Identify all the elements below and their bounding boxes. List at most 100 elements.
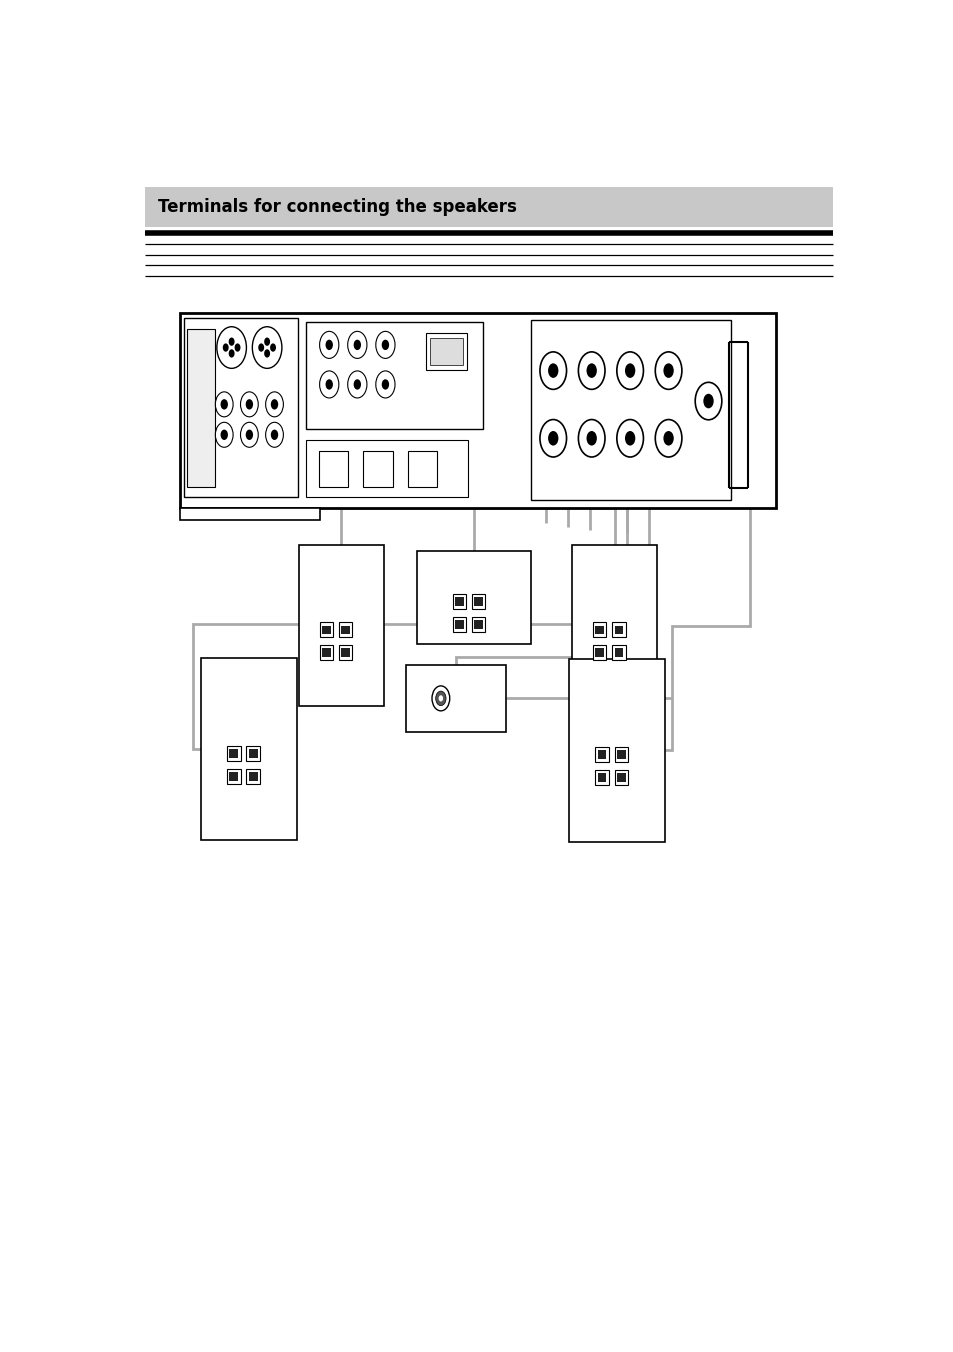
Circle shape: [265, 392, 283, 416]
Circle shape: [436, 691, 446, 706]
Bar: [321, 626, 331, 634]
Bar: [612, 645, 625, 660]
Bar: [595, 626, 603, 634]
Bar: [572, 545, 657, 706]
Circle shape: [270, 343, 275, 352]
Circle shape: [695, 383, 721, 419]
Circle shape: [265, 422, 283, 448]
Bar: [472, 595, 485, 608]
Bar: [338, 645, 352, 660]
Bar: [298, 545, 383, 706]
Bar: [180, 314, 775, 508]
Bar: [319, 622, 333, 637]
Circle shape: [624, 364, 635, 379]
Circle shape: [547, 431, 558, 446]
Bar: [246, 769, 259, 784]
Bar: [341, 649, 350, 657]
Bar: [407, 450, 436, 487]
Text: Terminals for connecting the speakers: Terminals for connecting the speakers: [157, 197, 516, 216]
Circle shape: [578, 352, 604, 389]
Bar: [597, 773, 606, 781]
Bar: [614, 771, 627, 784]
Bar: [183, 319, 298, 498]
Circle shape: [354, 339, 360, 350]
Circle shape: [240, 392, 258, 416]
Circle shape: [381, 379, 389, 389]
Circle shape: [662, 364, 673, 379]
Circle shape: [617, 352, 642, 389]
Bar: [474, 598, 482, 606]
Circle shape: [252, 327, 281, 368]
Circle shape: [347, 370, 367, 397]
Circle shape: [220, 430, 228, 439]
Circle shape: [381, 339, 389, 350]
Circle shape: [258, 343, 264, 352]
Circle shape: [215, 392, 233, 416]
Bar: [318, 450, 348, 487]
Bar: [474, 621, 482, 629]
Bar: [305, 322, 482, 430]
Circle shape: [702, 393, 713, 408]
Bar: [229, 772, 238, 780]
Circle shape: [234, 343, 240, 352]
Bar: [430, 338, 463, 365]
Circle shape: [347, 331, 367, 358]
Bar: [593, 622, 606, 637]
Bar: [595, 748, 608, 763]
Circle shape: [229, 338, 234, 346]
Bar: [614, 748, 627, 763]
Circle shape: [624, 431, 635, 446]
Bar: [453, 617, 465, 631]
Bar: [405, 665, 505, 733]
Bar: [595, 649, 603, 657]
Circle shape: [438, 695, 442, 702]
Bar: [617, 750, 625, 758]
Bar: [426, 333, 466, 370]
Bar: [614, 649, 623, 657]
Circle shape: [617, 419, 642, 457]
Circle shape: [539, 419, 566, 457]
Bar: [200, 658, 296, 841]
Circle shape: [319, 370, 338, 397]
Bar: [180, 508, 320, 521]
Bar: [416, 550, 531, 645]
Circle shape: [375, 331, 395, 358]
Circle shape: [432, 685, 449, 711]
Bar: [249, 772, 257, 780]
Circle shape: [319, 331, 338, 358]
Bar: [597, 750, 606, 758]
Circle shape: [539, 352, 566, 389]
Bar: [145, 187, 832, 227]
Bar: [227, 746, 240, 761]
Circle shape: [246, 430, 253, 439]
Bar: [568, 660, 664, 841]
Circle shape: [240, 422, 258, 448]
Bar: [341, 626, 350, 634]
Circle shape: [220, 399, 228, 410]
Bar: [363, 450, 393, 487]
Bar: [187, 329, 215, 487]
Circle shape: [222, 343, 229, 352]
Bar: [305, 441, 468, 498]
Bar: [338, 622, 352, 637]
Circle shape: [271, 399, 278, 410]
Bar: [455, 598, 463, 606]
Circle shape: [264, 349, 270, 357]
Circle shape: [655, 419, 681, 457]
Bar: [229, 749, 238, 757]
Circle shape: [325, 379, 333, 389]
Bar: [617, 773, 625, 781]
Bar: [612, 622, 625, 637]
Circle shape: [662, 431, 673, 446]
Bar: [531, 320, 730, 499]
Bar: [472, 617, 485, 631]
Circle shape: [655, 352, 681, 389]
Circle shape: [216, 327, 246, 368]
Circle shape: [586, 431, 597, 446]
Circle shape: [578, 419, 604, 457]
Bar: [249, 749, 257, 757]
Circle shape: [325, 339, 333, 350]
Circle shape: [271, 430, 278, 439]
Circle shape: [264, 338, 270, 346]
Circle shape: [246, 399, 253, 410]
